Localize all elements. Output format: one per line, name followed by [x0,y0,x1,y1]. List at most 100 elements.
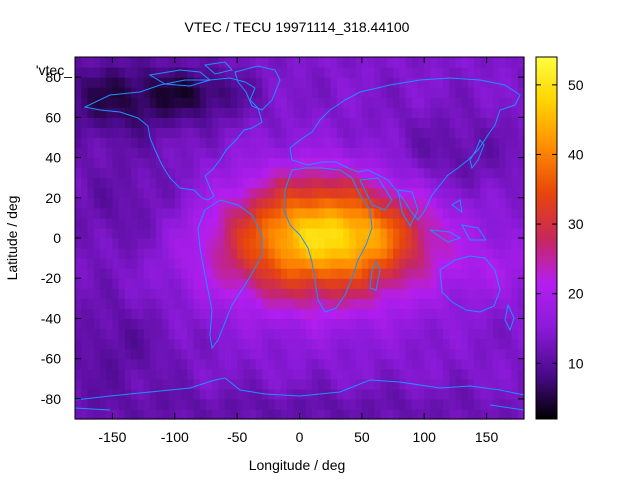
heatmap-cell [224,398,232,410]
heatmap-cell [467,408,475,420]
heatmap-cell [393,298,400,309]
heatmap-cell [324,248,332,259]
heatmap-cell [230,157,238,169]
heatmap-cell [405,137,413,149]
heatmap-cell [137,308,145,320]
heatmap-cell [131,107,138,118]
heatmap-cell [87,298,95,309]
heatmap-cell [393,187,400,199]
heatmap-cell [430,227,438,239]
heatmap-cell [218,117,226,128]
heatmap-cell [424,157,432,169]
heatmap-cell [287,87,294,98]
heatmap-cell [499,378,506,390]
heatmap-cell [124,227,132,239]
heatmap-cell [311,358,319,370]
heatmap-cell [137,408,145,420]
heatmap-cell [75,167,82,179]
heatmap-cell [249,227,257,239]
heatmap-cell [224,238,232,249]
heatmap-cell [112,197,120,209]
heatmap-cell [162,288,170,299]
heatmap-cell [218,328,226,340]
heatmap-cell [499,358,506,370]
heatmap-cell [311,308,319,320]
heatmap-cell [305,217,313,229]
heatmap-cell [106,328,114,340]
heatmap-cell [467,288,475,299]
heatmap-cell [224,288,232,299]
heatmap-cell [268,57,276,68]
heatmap-cell [174,328,182,340]
heatmap-cell [374,67,382,78]
heatmap-cell [330,398,338,410]
heatmap-cell [262,348,269,360]
heatmap-cell [474,308,481,320]
heatmap-cell [230,177,238,189]
heatmap-cell [118,77,126,88]
heatmap-cell [318,227,326,239]
heatmap-cell [380,137,388,149]
heatmap-cell [411,167,419,179]
heatmap-cell [168,238,176,249]
heatmap-cell [417,57,425,68]
heatmap-cell [511,348,519,360]
heatmap-cell [436,187,444,199]
heatmap-cell [461,127,469,139]
heatmap-cell [243,67,251,78]
heatmap-cell [455,57,463,68]
heatmap-cell [436,368,444,380]
heatmap-cell [343,97,350,108]
heatmap-cell [336,57,344,68]
heatmap-cell [455,318,463,330]
heatmap-cell [417,308,425,320]
heatmap-cell [75,137,82,149]
heatmap-cell [99,177,107,189]
heatmap-cell [480,248,488,259]
heatmap-cell [162,308,170,320]
heatmap-cell [249,67,257,78]
heatmap-cell [355,258,363,269]
heatmap-cell [268,217,276,229]
heatmap-cell [355,67,363,78]
heatmap-cell [187,137,195,149]
heatmap-cell [449,338,457,350]
heatmap-cell [162,147,170,159]
heatmap-cell [405,338,413,350]
heatmap-cell [99,308,107,320]
heatmap-cell [237,248,244,259]
heatmap-cell [380,318,388,330]
heatmap-cell [131,57,138,68]
heatmap-cell [393,338,400,350]
heatmap-cell [343,147,350,159]
heatmap-cell [311,348,319,360]
heatmap-cell [224,167,232,179]
heatmap-cell [517,157,525,169]
heatmap-cell [255,127,263,139]
heatmap-cell [268,77,276,88]
heatmap-cell [230,77,238,88]
heatmap-cell [205,268,213,279]
heatmap-cell [355,298,363,309]
heatmap-cell [474,298,481,309]
heatmap-cell [417,147,425,159]
heatmap-cell [480,338,488,350]
heatmap-cell [112,338,120,350]
heatmap-cell [343,328,350,340]
heatmap-cell [405,268,413,279]
heatmap-cell [149,97,157,108]
heatmap-cell [205,368,213,380]
heatmap-cell [492,197,500,209]
heatmap-cell [199,137,207,149]
heatmap-cell [156,398,163,410]
heatmap-cell [486,67,494,78]
heatmap-cell [430,308,438,320]
heatmap-cell [355,157,363,169]
heatmap-cell [324,87,332,98]
heatmap-cell [399,358,407,370]
heatmap-cell [305,288,313,299]
heatmap-cell [287,318,294,330]
heatmap-cell [149,268,157,279]
heatmap-cell [424,227,432,239]
heatmap-cell [349,328,357,340]
